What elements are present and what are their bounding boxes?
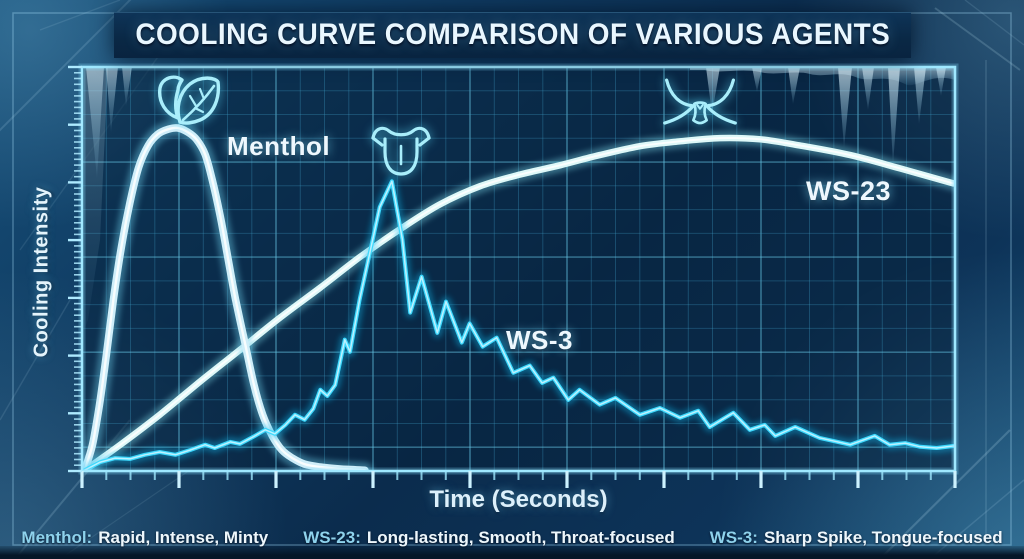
curve-ws-23 (82, 130, 955, 471)
menthol-curve-label: Menthol (227, 131, 331, 161)
page-title: COOLING CURVE COMPARISON OF VARIOUS AGEN… (135, 18, 890, 51)
legend-desc: Rapid, Intense, Minty (98, 528, 269, 547)
legend-name: Menthol: (21, 528, 93, 547)
curves-layer (82, 119, 955, 471)
legend-name: WS-3: (709, 528, 758, 547)
legend-item-ws23: WS-23: Long-lasting, Smooth, Throat-focus… (303, 528, 675, 548)
legend-footer: Menthol: Rapid, Intense, Minty WS-23: Long… (0, 528, 1024, 548)
legend-item-menthol: Menthol: Rapid, Intense, Minty (21, 528, 268, 548)
curve-menthol (82, 119, 373, 471)
y-axis-label: Cooling Intensity (30, 186, 53, 358)
ws23-curve-label: WS-23 (806, 176, 892, 206)
bottom-strip (0, 546, 1024, 559)
x-axis-label: Time (Seconds) (429, 486, 608, 513)
legend-item-ws3: WS-3: Sharp Spike, Tongue-focused (710, 528, 1003, 548)
mint-leaf-icon (158, 75, 221, 125)
throat-icon (663, 78, 737, 125)
legend-desc: Long-lasting, Smooth, Throat-focused (366, 528, 675, 547)
ws3-curve-label: WS-3 (506, 325, 573, 355)
curve-ws-3 (82, 176, 955, 471)
legend-desc: Sharp Spike, Tongue-focused (763, 528, 1003, 547)
axis-ticks (68, 65, 957, 488)
icicles-decoration (84, 67, 955, 330)
legend-name: WS-23: (303, 528, 361, 547)
title-banner: COOLING CURVE COMPARISON OF VARIOUS AGEN… (114, 12, 911, 58)
tongue-icon (371, 126, 431, 176)
